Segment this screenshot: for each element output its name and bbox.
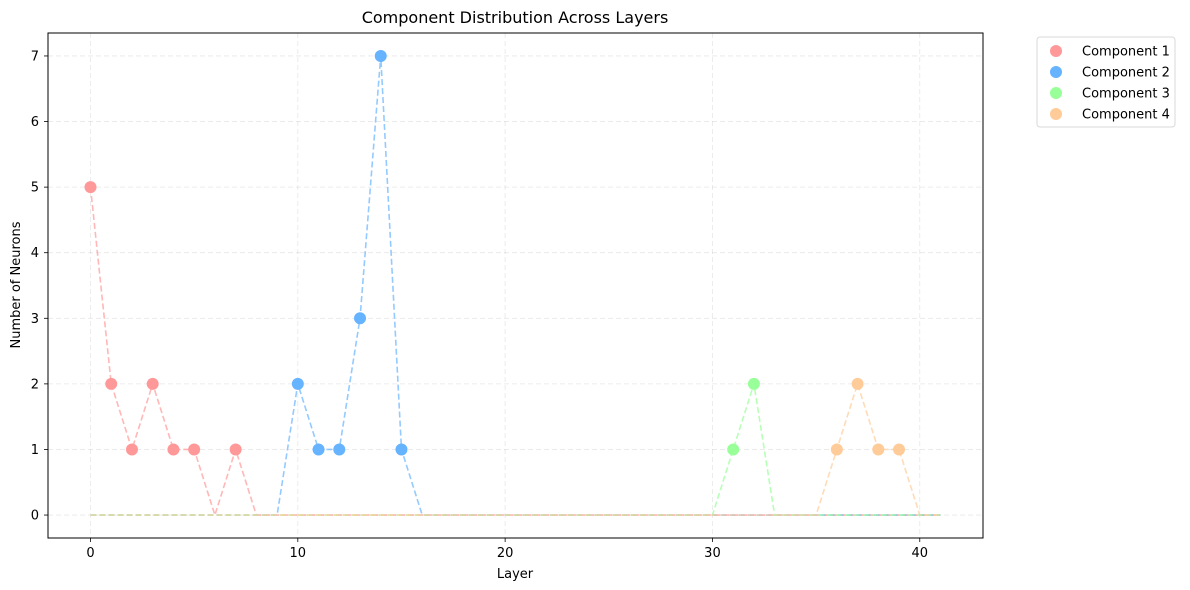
legend-marker [1050, 66, 1062, 78]
y-tick-label: 3 [31, 312, 39, 327]
series-4-point [830, 443, 843, 456]
y-tick-label: 6 [31, 115, 39, 130]
x-tick-label: 0 [86, 546, 94, 561]
series-1-point [167, 443, 180, 456]
x-tick-label: 40 [911, 546, 928, 561]
series-3-point [727, 443, 740, 456]
grid [48, 33, 983, 538]
series-2-point [291, 377, 304, 390]
series-1-point [125, 443, 138, 456]
series-1-point [146, 377, 159, 390]
series-2-point [312, 443, 325, 456]
x-tick-label: 30 [704, 546, 721, 561]
series-1-point [188, 443, 201, 456]
series-lines [89, 55, 941, 518]
series-1-point [229, 443, 242, 456]
series-4-point [872, 443, 885, 456]
series-2-point [374, 49, 387, 62]
legend-label: Component 3 [1082, 87, 1170, 102]
chart-title: Component Distribution Across Layers [362, 8, 669, 27]
y-tick-label: 0 [31, 509, 39, 524]
series-markers [84, 49, 906, 456]
series-2-point [354, 312, 367, 325]
legend-marker [1050, 45, 1062, 57]
y-axis-ticks: 0 1 2 3 4 5 6 7 [31, 49, 48, 524]
y-tick-label: 1 [31, 443, 39, 458]
legend-box [1036, 36, 1176, 128]
x-tick-label: 20 [497, 546, 514, 561]
legend-label: Component 1 [1082, 45, 1170, 60]
legend-label: Component 2 [1082, 66, 1170, 81]
series-1-point [84, 181, 97, 194]
series-2-point [333, 443, 346, 456]
legend: Component 1 Component 2 Component 3 Compone… [1036, 36, 1176, 128]
legend-marker [1050, 87, 1062, 99]
plot-frame [47, 32, 984, 539]
series-4-point [851, 377, 864, 390]
x-axis-label: Layer [497, 567, 534, 582]
x-tick-label: 10 [290, 546, 307, 561]
series-line-1 [89, 187, 941, 518]
y-axis-label: Number of Neurons [9, 221, 24, 348]
series-2-point [395, 443, 408, 456]
x-axis-ticks: 0 10 20 30 40 [86, 538, 928, 561]
series-line-4 [90, 381, 941, 516]
series-1-point [105, 377, 118, 390]
y-tick-label: 5 [31, 181, 39, 196]
series-4-point [893, 443, 906, 456]
y-tick-label: 4 [31, 246, 39, 261]
legend-marker [1050, 108, 1062, 120]
series-3-point [747, 377, 760, 390]
y-tick-label: 2 [31, 377, 39, 392]
legend-label: Component 4 [1082, 108, 1170, 123]
y-tick-label: 7 [31, 49, 39, 64]
series-line-2 [90, 55, 941, 516]
